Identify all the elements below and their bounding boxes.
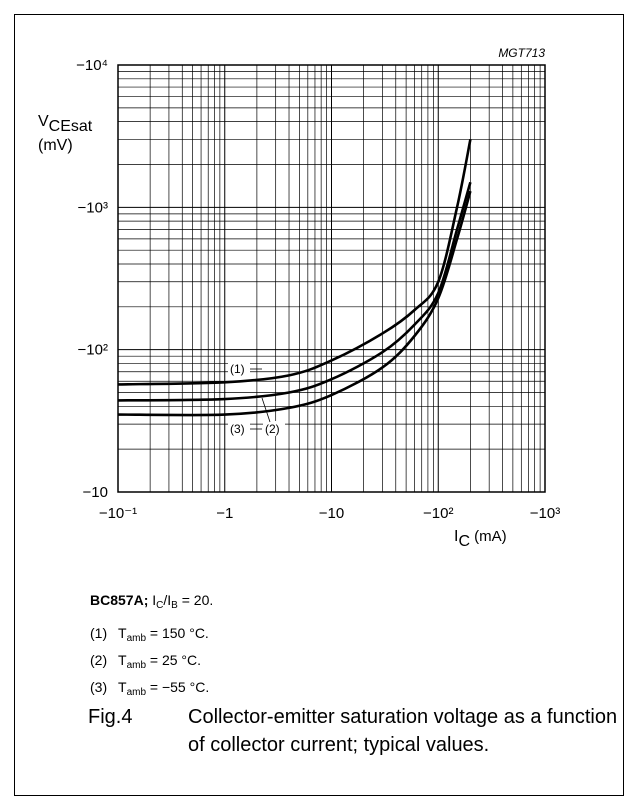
curve-label-2: (2) (265, 422, 280, 436)
device-name: BC857A; (90, 592, 149, 608)
curves (117, 139, 472, 417)
series-line-1 (117, 139, 472, 386)
y-axis-label-sub: CEsat (49, 118, 93, 135)
legend-item-value: = −55 °C. (146, 679, 210, 695)
figure-caption-text: Collector-emitter saturation voltage as … (188, 706, 618, 756)
figure-number: Fig.4 (88, 706, 133, 728)
y-axis-unit: (mV) (38, 137, 73, 154)
plot-area (117, 64, 546, 493)
legend-item-num: (3) (90, 679, 108, 695)
y-tick-label: −10³ (78, 199, 108, 216)
figure-frame (14, 14, 624, 796)
ratio-main: I (152, 592, 157, 608)
y-axis-label: VCEsat (38, 113, 93, 135)
curve-label-bg (228, 361, 250, 376)
x-axis-label: IC (mA) (454, 528, 507, 550)
x-axis-label-unit: (mA) (470, 528, 507, 545)
series-line-2 (117, 181, 472, 402)
series-line-3 (117, 190, 472, 417)
legend-item-value: = 25 °C. (146, 652, 202, 668)
y-tick-label: −10² (78, 342, 108, 359)
curve-label-leader (261, 397, 271, 423)
y-axis-label-main: V (38, 113, 49, 130)
x-tick-label: −10⁻¹ (99, 505, 137, 522)
legend-heading: BC857A; IC/IB = 20. (90, 592, 213, 614)
legend-item-num: (2) (90, 652, 108, 668)
ratio-sub-c: C (156, 600, 164, 611)
legend-item-label: T (118, 679, 127, 695)
curve-label-bg (228, 421, 250, 436)
legend-item: (3) Tamb = −55 °C. (90, 679, 209, 701)
tick-labels: −10⁻¹ −1 −10 −10² −10³ −10 −10² −10³ −10⁴ (76, 57, 560, 522)
x-axis-label-sub: C (458, 533, 470, 550)
legend-item-value: = 150 °C. (146, 625, 209, 641)
x-tick-label: −10³ (530, 505, 560, 522)
legend-item-sub: amb (126, 687, 147, 698)
chart-grid (117, 65, 545, 493)
x-axis-label-main: I (454, 528, 458, 545)
x-tick-label: −10² (423, 505, 453, 522)
legend-item-sub: amb (126, 633, 147, 644)
x-tick-label: −1 (216, 505, 233, 522)
y-tick-label: −10⁴ (76, 57, 108, 74)
legend-item-label: T (118, 625, 127, 641)
curve-labels: (1) (2) (3) (228, 361, 285, 436)
ratio-tail: = 20. (177, 592, 214, 608)
curve-label-1: (1) (230, 362, 245, 376)
legend-item-num: (1) (90, 625, 108, 641)
legend-item-sub: amb (126, 660, 147, 671)
curve-label-bg (263, 421, 285, 436)
y-tick-label: −10 (83, 484, 108, 501)
legend-item-label: T (118, 652, 127, 668)
curve-label-3: (3) (230, 422, 245, 436)
figure-id: MGT713 (498, 46, 545, 60)
legend-item: (1) Tamb = 150 °C. (90, 625, 209, 647)
ratio-mid: /I (163, 592, 172, 608)
x-tick-label: −10 (319, 505, 344, 522)
legend-item: (2) Tamb = 25 °C. (90, 652, 201, 674)
ratio-sub-b: B (171, 600, 178, 611)
